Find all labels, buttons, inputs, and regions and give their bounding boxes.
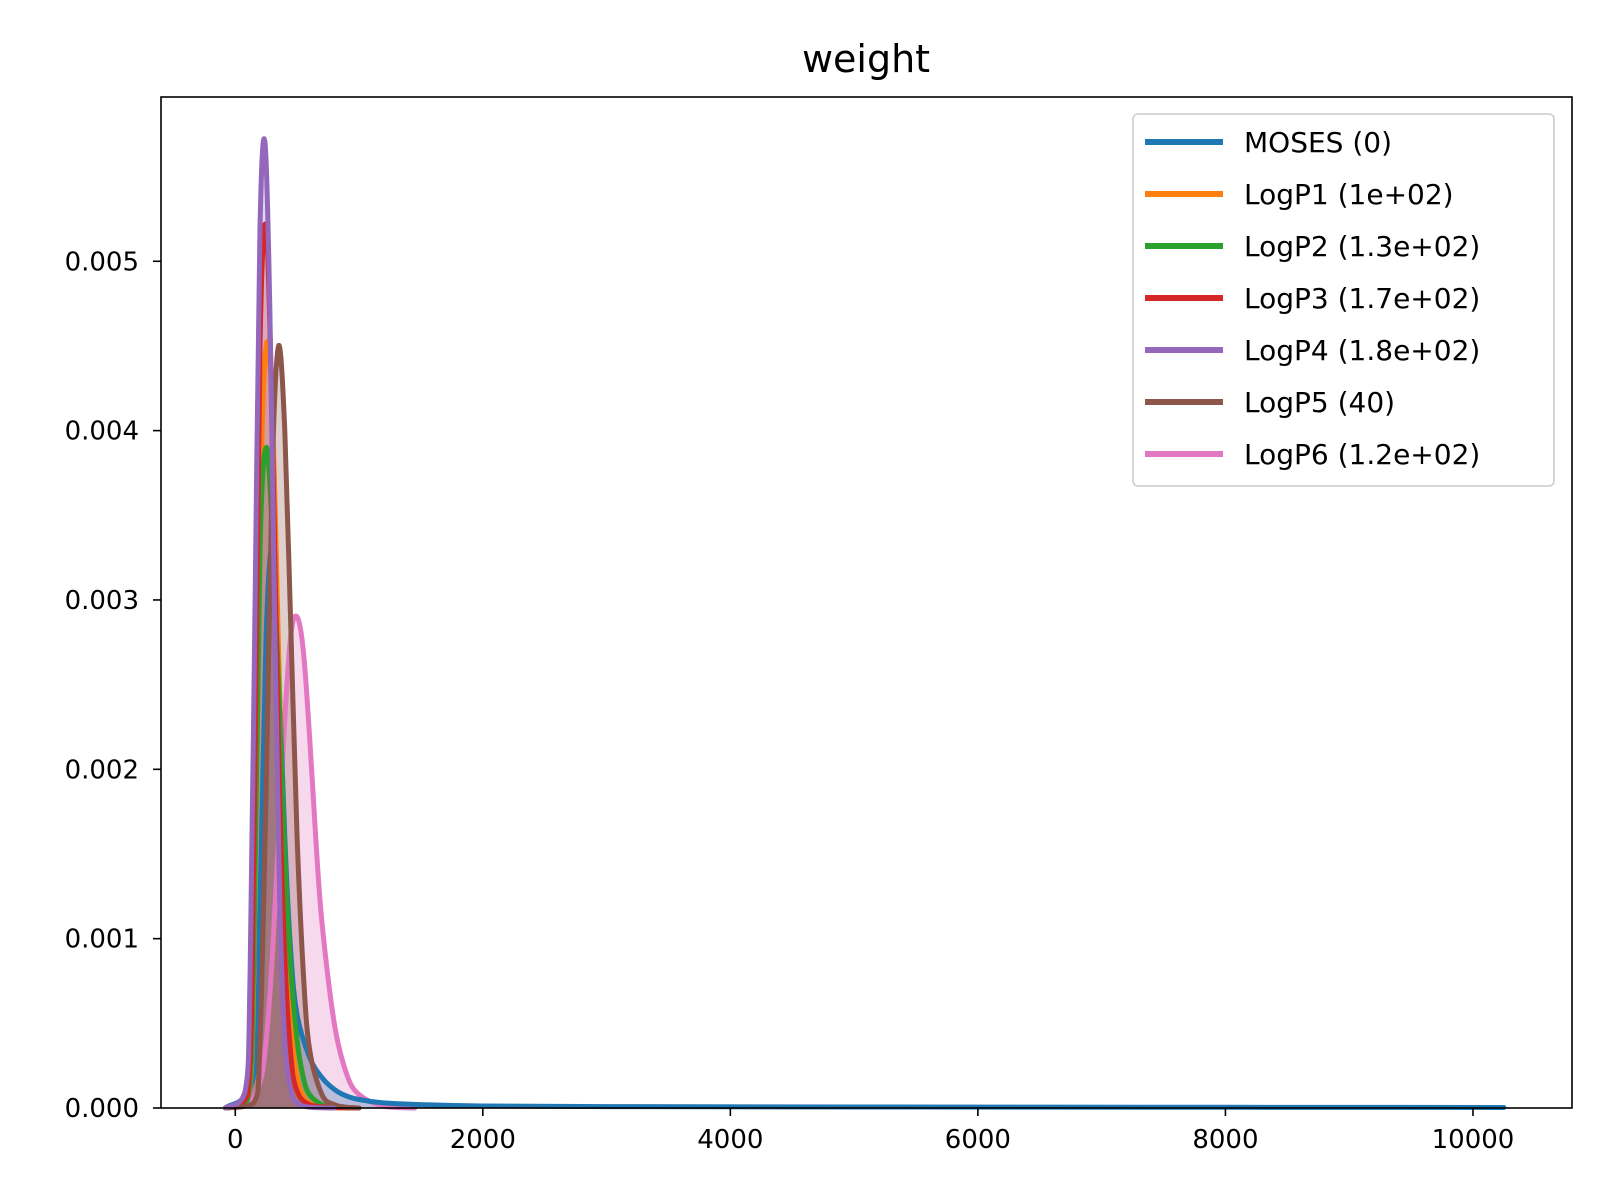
x-tick-label: 10000 <box>1432 1125 1515 1155</box>
legend-label-4: LogP4 (1.8e+02) <box>1244 334 1480 367</box>
x-axis: 0 2000 4000 6000 8000 10000 <box>227 1108 1514 1155</box>
legend-label-6: LogP6 (1.2e+02) <box>1244 438 1480 471</box>
y-axis: 0.000 0.001 0.002 0.003 0.004 0.005 <box>65 247 161 1124</box>
legend-label-5: LogP5 (40) <box>1244 386 1395 419</box>
density-lines <box>222 136 1507 1111</box>
chart-title: weight <box>802 37 930 81</box>
legend-label-1: LogP1 (1e+02) <box>1244 178 1454 211</box>
x-tick-label: 0 <box>227 1125 244 1155</box>
legend-box <box>1132 113 1555 487</box>
density-line-4 <box>222 136 337 1111</box>
density-line-5 <box>222 343 362 1111</box>
legend-label-3: LogP3 (1.7e+02) <box>1244 282 1480 315</box>
y-tick-label: 0.004 <box>65 417 139 447</box>
density-fill-0 <box>225 548 1504 1108</box>
density-line-0 <box>222 546 1507 1111</box>
legend: MOSES (0) LogP1 (1e+02) LogP2 (1.3e+02) Log… <box>1132 113 1555 487</box>
plot-area-frame <box>160 96 1573 1109</box>
density-line-6 <box>222 613 418 1111</box>
y-tick-label: 0.005 <box>65 247 139 277</box>
y-tick-label: 0.000 <box>65 1094 139 1124</box>
x-tick-label: 8000 <box>1192 1125 1258 1155</box>
legend-label-2: LogP2 (1.3e+02) <box>1244 230 1480 263</box>
x-tick-label: 2000 <box>450 1125 516 1155</box>
legend-label-0: MOSES (0) <box>1244 126 1392 159</box>
x-tick-label: 4000 <box>697 1125 763 1155</box>
x-tick-label: 6000 <box>945 1125 1011 1155</box>
y-tick-label: 0.003 <box>65 586 139 616</box>
y-tick-label: 0.001 <box>65 925 139 955</box>
y-tick-label: 0.002 <box>65 755 139 785</box>
